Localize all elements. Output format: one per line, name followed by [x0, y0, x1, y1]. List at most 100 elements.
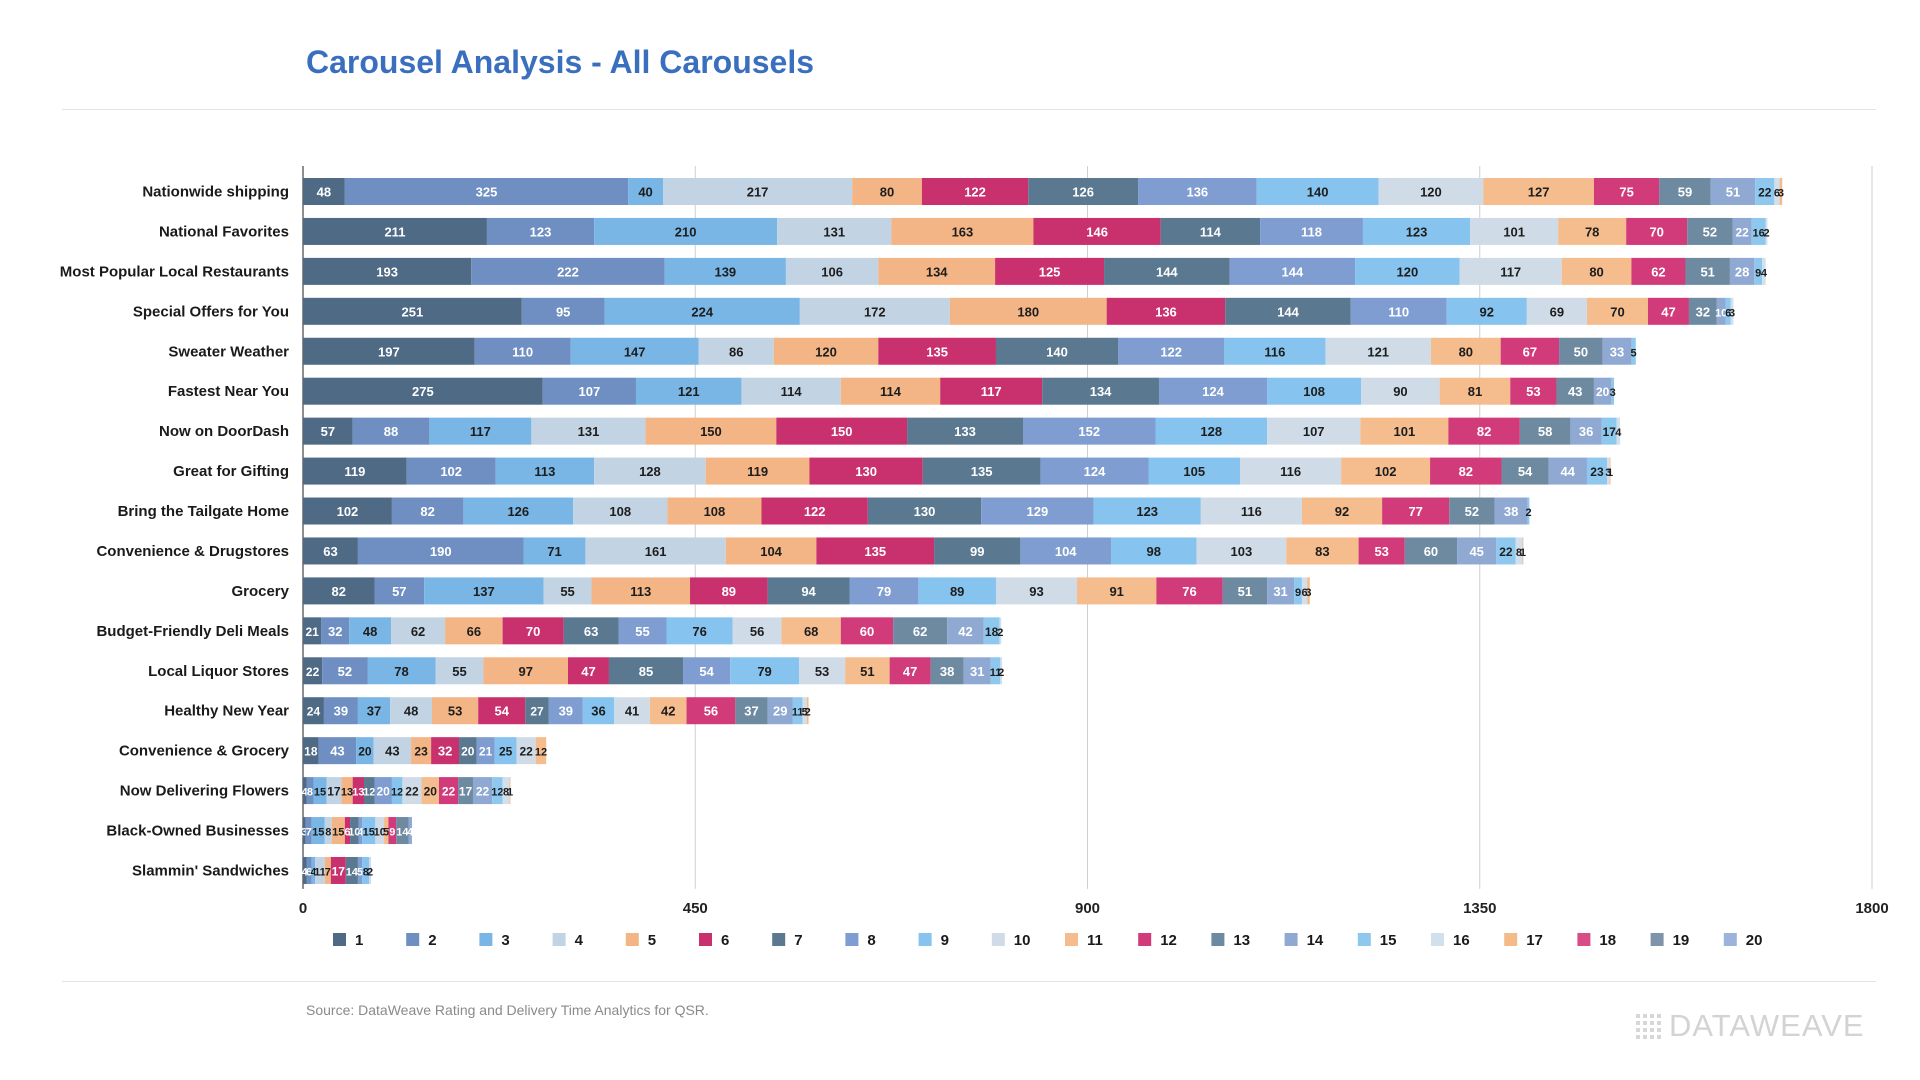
data-label: 76	[1182, 584, 1196, 599]
data-label: 128	[1200, 424, 1222, 439]
bar-segment	[411, 737, 432, 765]
bar-segment	[303, 178, 345, 205]
data-label: 211	[384, 224, 405, 239]
bar-segment	[840, 377, 941, 405]
data-label: 53	[815, 664, 829, 679]
bar-segment	[1626, 217, 1688, 245]
data-label: 36	[591, 704, 605, 719]
bar-segment	[1548, 457, 1587, 485]
bar-segment	[315, 856, 325, 884]
data-label: 117	[470, 424, 491, 439]
bar-segment	[1267, 417, 1361, 445]
bar-segment	[1725, 297, 1731, 325]
data-label: 135	[971, 464, 993, 479]
data-label: 68	[804, 624, 818, 639]
bar-segment	[867, 497, 982, 525]
bar-segment	[303, 577, 375, 605]
bar-segment	[303, 737, 319, 765]
data-label: 217	[747, 185, 769, 200]
data-label: 52	[1465, 504, 1479, 519]
data-label: 39	[559, 704, 573, 719]
data-label: 78	[394, 664, 408, 679]
bar-segment	[356, 737, 374, 765]
data-label: 71	[547, 544, 561, 559]
bar-segment	[367, 657, 436, 685]
data-label: 32	[328, 624, 342, 639]
bar-segment	[604, 297, 800, 325]
bar-segment	[402, 777, 422, 805]
legend-swatch	[1723, 933, 1737, 946]
bar-segment	[698, 337, 774, 365]
data-label: 125	[1039, 264, 1061, 279]
category-label: Healthy New Year	[164, 703, 289, 720]
data-label: 8	[307, 787, 313, 799]
bar-segment	[1457, 537, 1497, 565]
data-label: 51	[860, 664, 874, 679]
bar-segment	[628, 178, 663, 205]
data-label: 29	[773, 704, 787, 719]
bar-segment	[735, 697, 768, 725]
data-label: 90	[1393, 384, 1407, 399]
data-label: 70	[526, 624, 540, 639]
bar-segment	[424, 577, 544, 605]
bar-segment	[1439, 377, 1511, 405]
bar-segment	[1225, 297, 1351, 325]
data-label: 25	[499, 745, 513, 759]
bar-segment	[438, 777, 459, 805]
data-label: 24	[307, 705, 321, 719]
bar-segment	[472, 777, 493, 805]
bar-segment	[1148, 457, 1241, 485]
bar-segment	[1325, 337, 1431, 365]
data-label: 32	[438, 744, 452, 759]
bar-segment	[585, 537, 726, 565]
bar-segment	[435, 657, 484, 685]
bar-segment	[303, 617, 322, 645]
legend-swatch	[625, 933, 639, 946]
data-label: 57	[392, 584, 406, 599]
bar-segment	[1158, 377, 1268, 405]
bar-segment	[516, 737, 536, 765]
bar-segment	[1155, 417, 1268, 445]
data-label: 108	[1303, 384, 1325, 399]
bar-segment	[732, 617, 782, 645]
data-label: 2	[367, 866, 373, 878]
data-label: 14	[346, 866, 359, 878]
bar-segment	[767, 697, 793, 725]
data-label: 43	[330, 744, 344, 759]
bar-segment	[983, 617, 1000, 645]
data-label: 146	[1086, 224, 1108, 239]
data-label: 13	[352, 787, 364, 799]
bar-segment	[357, 856, 363, 884]
data-label: 80	[880, 185, 894, 200]
data-label: 31	[970, 664, 984, 679]
bar-segment	[374, 777, 392, 805]
bar-segment	[664, 257, 786, 285]
data-label: 172	[864, 304, 886, 319]
data-label: 117	[1500, 264, 1521, 279]
bar-segment	[303, 856, 307, 884]
data-label: 3	[1729, 307, 1735, 319]
data-label: 110	[512, 344, 533, 359]
bar-segment	[802, 697, 807, 725]
bar-segment	[525, 697, 549, 725]
data-label: 22	[306, 665, 320, 679]
data-label: 62	[411, 624, 425, 639]
data-label: 121	[678, 384, 700, 399]
bar-segment	[573, 497, 668, 525]
bar-segment	[1260, 217, 1363, 245]
data-label: 116	[1264, 344, 1285, 359]
bar-segment	[459, 737, 477, 765]
data-label: 28	[1735, 264, 1749, 279]
data-label: 131	[578, 424, 600, 439]
data-label: 140	[1046, 344, 1068, 359]
data-label: 108	[704, 504, 726, 519]
header-divider	[62, 109, 1876, 110]
data-label: 147	[624, 344, 646, 359]
bar-segment	[373, 737, 412, 765]
bar-segment	[350, 817, 359, 845]
data-label: 81	[1468, 384, 1482, 399]
bar-segment	[303, 817, 306, 845]
data-label: 85	[639, 664, 653, 679]
data-label: 121	[1367, 344, 1389, 359]
bar-segment	[608, 657, 684, 685]
